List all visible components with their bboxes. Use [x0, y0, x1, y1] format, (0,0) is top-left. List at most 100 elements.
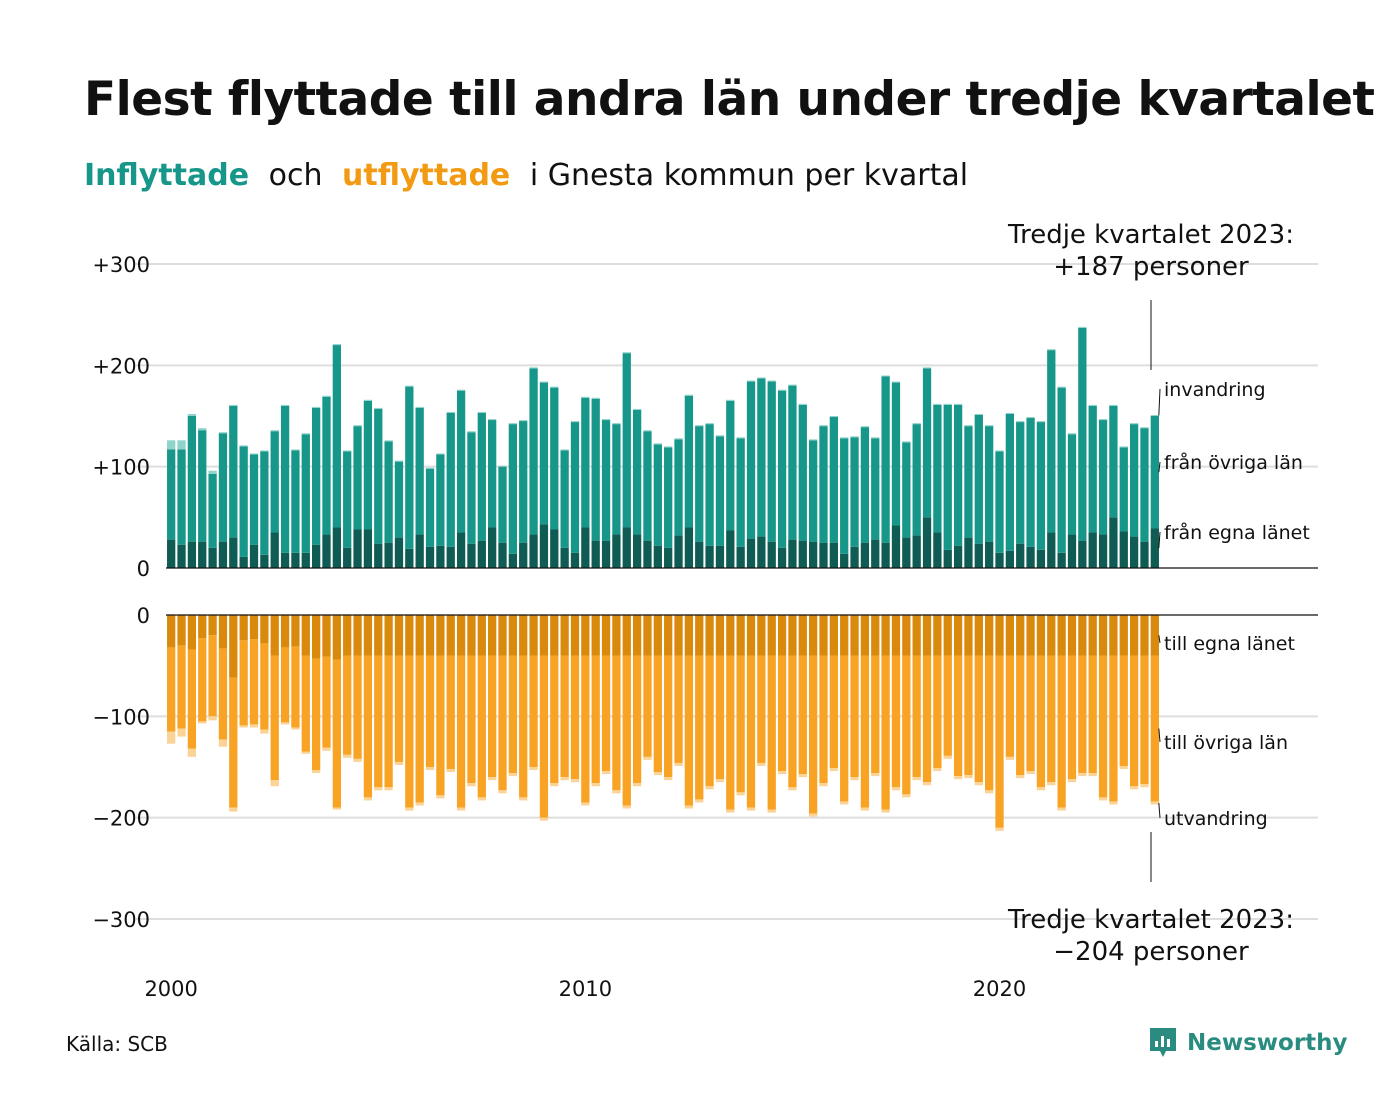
bar-in-segment [746, 381, 756, 539]
bar-out-segment [1098, 615, 1108, 656]
bar-in-segment [829, 417, 838, 543]
bar-out-segment [1005, 756, 1015, 760]
bar-out-segment [229, 677, 238, 808]
bar-in-segment [270, 532, 279, 568]
bar-in-segment [280, 405, 290, 553]
bar-in-segment [343, 451, 352, 548]
bar-in-segment [436, 453, 445, 455]
bar-in-segment [529, 534, 538, 568]
bar-out-segment [343, 754, 352, 758]
bar-in-segment [891, 381, 901, 383]
bar-out-segment [436, 795, 445, 799]
bar-in-segment [622, 353, 631, 528]
bar-out-segment [829, 615, 838, 656]
bar-in-segment [860, 426, 870, 428]
bar-out-segment [291, 615, 300, 647]
bar-in-segment [777, 389, 787, 391]
bar-in-segment [632, 408, 642, 410]
bar-in-segment [829, 542, 838, 568]
bar-out-segment [239, 615, 248, 641]
bar-in-segment [363, 399, 373, 401]
bar-out-segment [798, 774, 807, 778]
bar-out-segment [519, 615, 528, 656]
bar-out-segment [964, 775, 973, 779]
bar-in-segment [736, 438, 745, 547]
bar-in-segment [467, 543, 476, 568]
bar-out-segment [1036, 655, 1046, 788]
y-tick-label: +300 [92, 253, 150, 277]
bar-in-segment [912, 423, 921, 425]
bar-out-segment [746, 615, 756, 656]
bar-in-segment [581, 396, 590, 398]
bar-in-segment [964, 425, 973, 427]
bar-in-segment [902, 442, 911, 538]
bar-in-segment [1047, 349, 1056, 351]
bar-out-segment [332, 659, 341, 808]
bar-in-segment [1109, 405, 1118, 518]
bar-in-segment [405, 548, 414, 568]
bar-in-segment [550, 529, 559, 568]
bar-out-segment [715, 615, 725, 656]
bar-out-segment [664, 615, 673, 656]
bar-in-segment [964, 426, 973, 538]
bar-out-segment [798, 655, 807, 775]
bar-out-segment [218, 615, 228, 649]
bar-in-segment [612, 534, 621, 568]
bar-out-segment [1098, 797, 1108, 801]
bar-in-segment [477, 540, 486, 568]
bar-out-segment [840, 615, 849, 656]
bar-out-segment [726, 809, 735, 813]
bar-in-segment [902, 537, 911, 568]
bar-in-segment [477, 411, 486, 413]
bar-in-segment [871, 438, 880, 540]
bar-out-segment [249, 639, 259, 725]
bar-in-segment [291, 449, 300, 451]
bar-out-segment [891, 615, 901, 656]
bar-out-segment [456, 807, 466, 811]
bar-in-segment [871, 437, 880, 439]
bar-in-segment [353, 425, 362, 427]
bar-in-segment [260, 450, 269, 452]
bar-in-segment [322, 534, 331, 568]
bar-out-segment [995, 615, 1004, 656]
bar-out-segment [1047, 655, 1056, 783]
bar-out-segment [808, 655, 818, 814]
bar-out-segment [974, 615, 983, 656]
bar-in-segment [922, 367, 932, 369]
bar-out-segment [664, 777, 673, 781]
bar-out-segment [674, 762, 683, 766]
bar-out-segment [757, 615, 766, 656]
bar-out-segment [405, 615, 414, 656]
bar-in-segment [229, 404, 238, 406]
bar-out-segment [539, 655, 549, 818]
bar-in-segment [746, 380, 756, 382]
bar-out-segment [446, 655, 455, 770]
bar-out-segment [384, 615, 393, 656]
bar-out-segment [653, 772, 662, 776]
bar-in-segment [229, 537, 238, 568]
bar-out-segment [653, 655, 662, 773]
bar-in-segment [1150, 414, 1159, 417]
series-label-connector [1158, 635, 1161, 644]
bar-out-segment [394, 761, 404, 765]
bar-out-segment [757, 655, 766, 763]
bar-in-segment [705, 423, 714, 425]
annotation-out-line1: Tredje kvartalet 2023: [1007, 905, 1294, 935]
bar-out-segment [322, 656, 331, 748]
bar-out-segment [332, 807, 341, 810]
bar-in-segment [1047, 350, 1056, 533]
bar-in-segment [1119, 446, 1128, 448]
bar-in-segment [757, 378, 766, 537]
bar-in-segment [798, 403, 807, 405]
bar-out-segment [788, 787, 797, 791]
bar-out-segment [384, 787, 393, 791]
bar-out-segment [1088, 655, 1097, 774]
bar-in-segment [177, 440, 186, 450]
bar-in-segment [1016, 422, 1025, 544]
bar-in-segment [808, 439, 818, 441]
bar-out-segment [508, 655, 518, 774]
bar-out-segment [539, 615, 549, 656]
bar-out-segment [363, 797, 373, 801]
bar-out-segment [881, 655, 890, 810]
series-label: från egna länet [1164, 521, 1310, 544]
